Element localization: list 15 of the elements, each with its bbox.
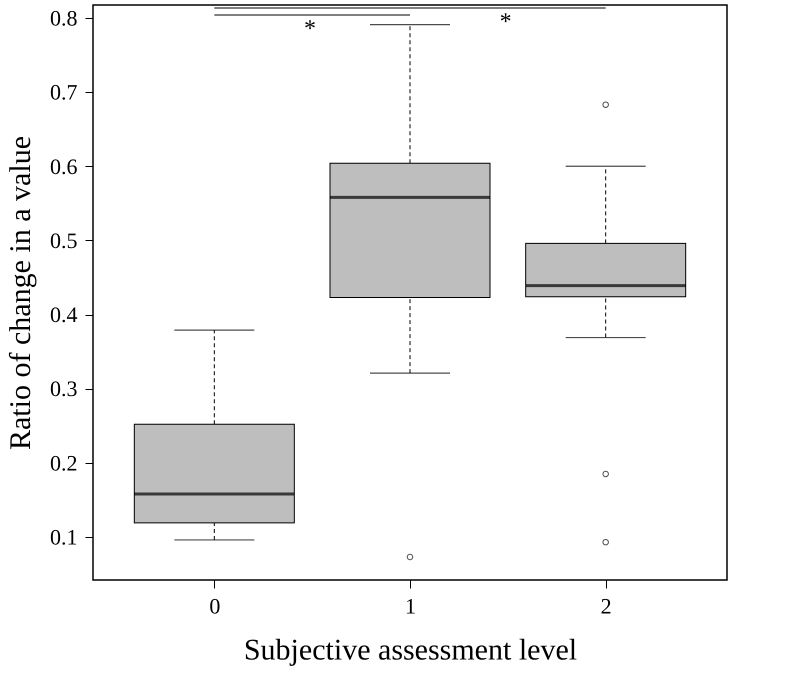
y-tick-label: 0.7 xyxy=(50,80,78,105)
y-tick-label: 0.2 xyxy=(50,450,78,476)
y-tick-label: 0.1 xyxy=(50,524,78,550)
x-axis-title: Subjective assessment level xyxy=(244,634,578,666)
y-tick-label: 0.4 xyxy=(50,302,78,328)
y-tick-label: 0.6 xyxy=(50,154,78,179)
x-tick-label: 2 xyxy=(600,594,612,618)
annotation: * xyxy=(500,9,512,35)
y-tick-label: 0.5 xyxy=(50,228,78,253)
annotation: * xyxy=(304,16,316,42)
x-tick-label: 1 xyxy=(405,594,416,618)
y-axis-title: Ratio of change in a value xyxy=(4,136,37,450)
x-tick-label: 0 xyxy=(209,594,220,618)
y-tick-label: 0.3 xyxy=(50,376,78,402)
y-tick-label: 0.8 xyxy=(50,5,78,30)
